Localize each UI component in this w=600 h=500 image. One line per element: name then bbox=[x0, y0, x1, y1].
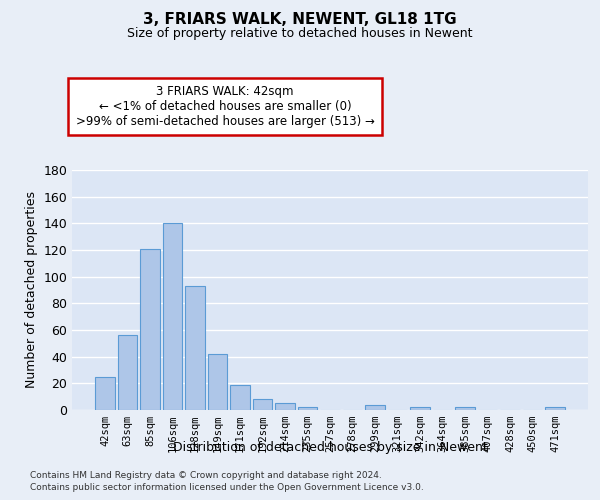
Text: Size of property relative to detached houses in Newent: Size of property relative to detached ho… bbox=[127, 28, 473, 40]
Text: 3 FRIARS WALK: 42sqm
← <1% of detached houses are smaller (0)
>99% of semi-detac: 3 FRIARS WALK: 42sqm ← <1% of detached h… bbox=[76, 84, 374, 128]
Bar bbox=[208, 354, 227, 410]
Bar bbox=[185, 286, 205, 410]
Bar bbox=[545, 408, 565, 410]
Bar bbox=[455, 408, 475, 410]
Y-axis label: Number of detached properties: Number of detached properties bbox=[25, 192, 38, 388]
Text: Contains public sector information licensed under the Open Government Licence v3: Contains public sector information licen… bbox=[30, 484, 424, 492]
Bar bbox=[298, 408, 317, 410]
Bar bbox=[163, 224, 182, 410]
Text: 3, FRIARS WALK, NEWENT, GL18 1TG: 3, FRIARS WALK, NEWENT, GL18 1TG bbox=[143, 12, 457, 28]
Text: Contains HM Land Registry data © Crown copyright and database right 2024.: Contains HM Land Registry data © Crown c… bbox=[30, 471, 382, 480]
Bar bbox=[410, 408, 430, 410]
Bar bbox=[275, 404, 295, 410]
Bar bbox=[365, 404, 385, 410]
Text: Distribution of detached houses by size in Newent: Distribution of detached houses by size … bbox=[173, 441, 487, 454]
Bar bbox=[230, 384, 250, 410]
Bar bbox=[253, 400, 272, 410]
Bar bbox=[95, 376, 115, 410]
Bar bbox=[118, 336, 137, 410]
Bar bbox=[140, 248, 160, 410]
